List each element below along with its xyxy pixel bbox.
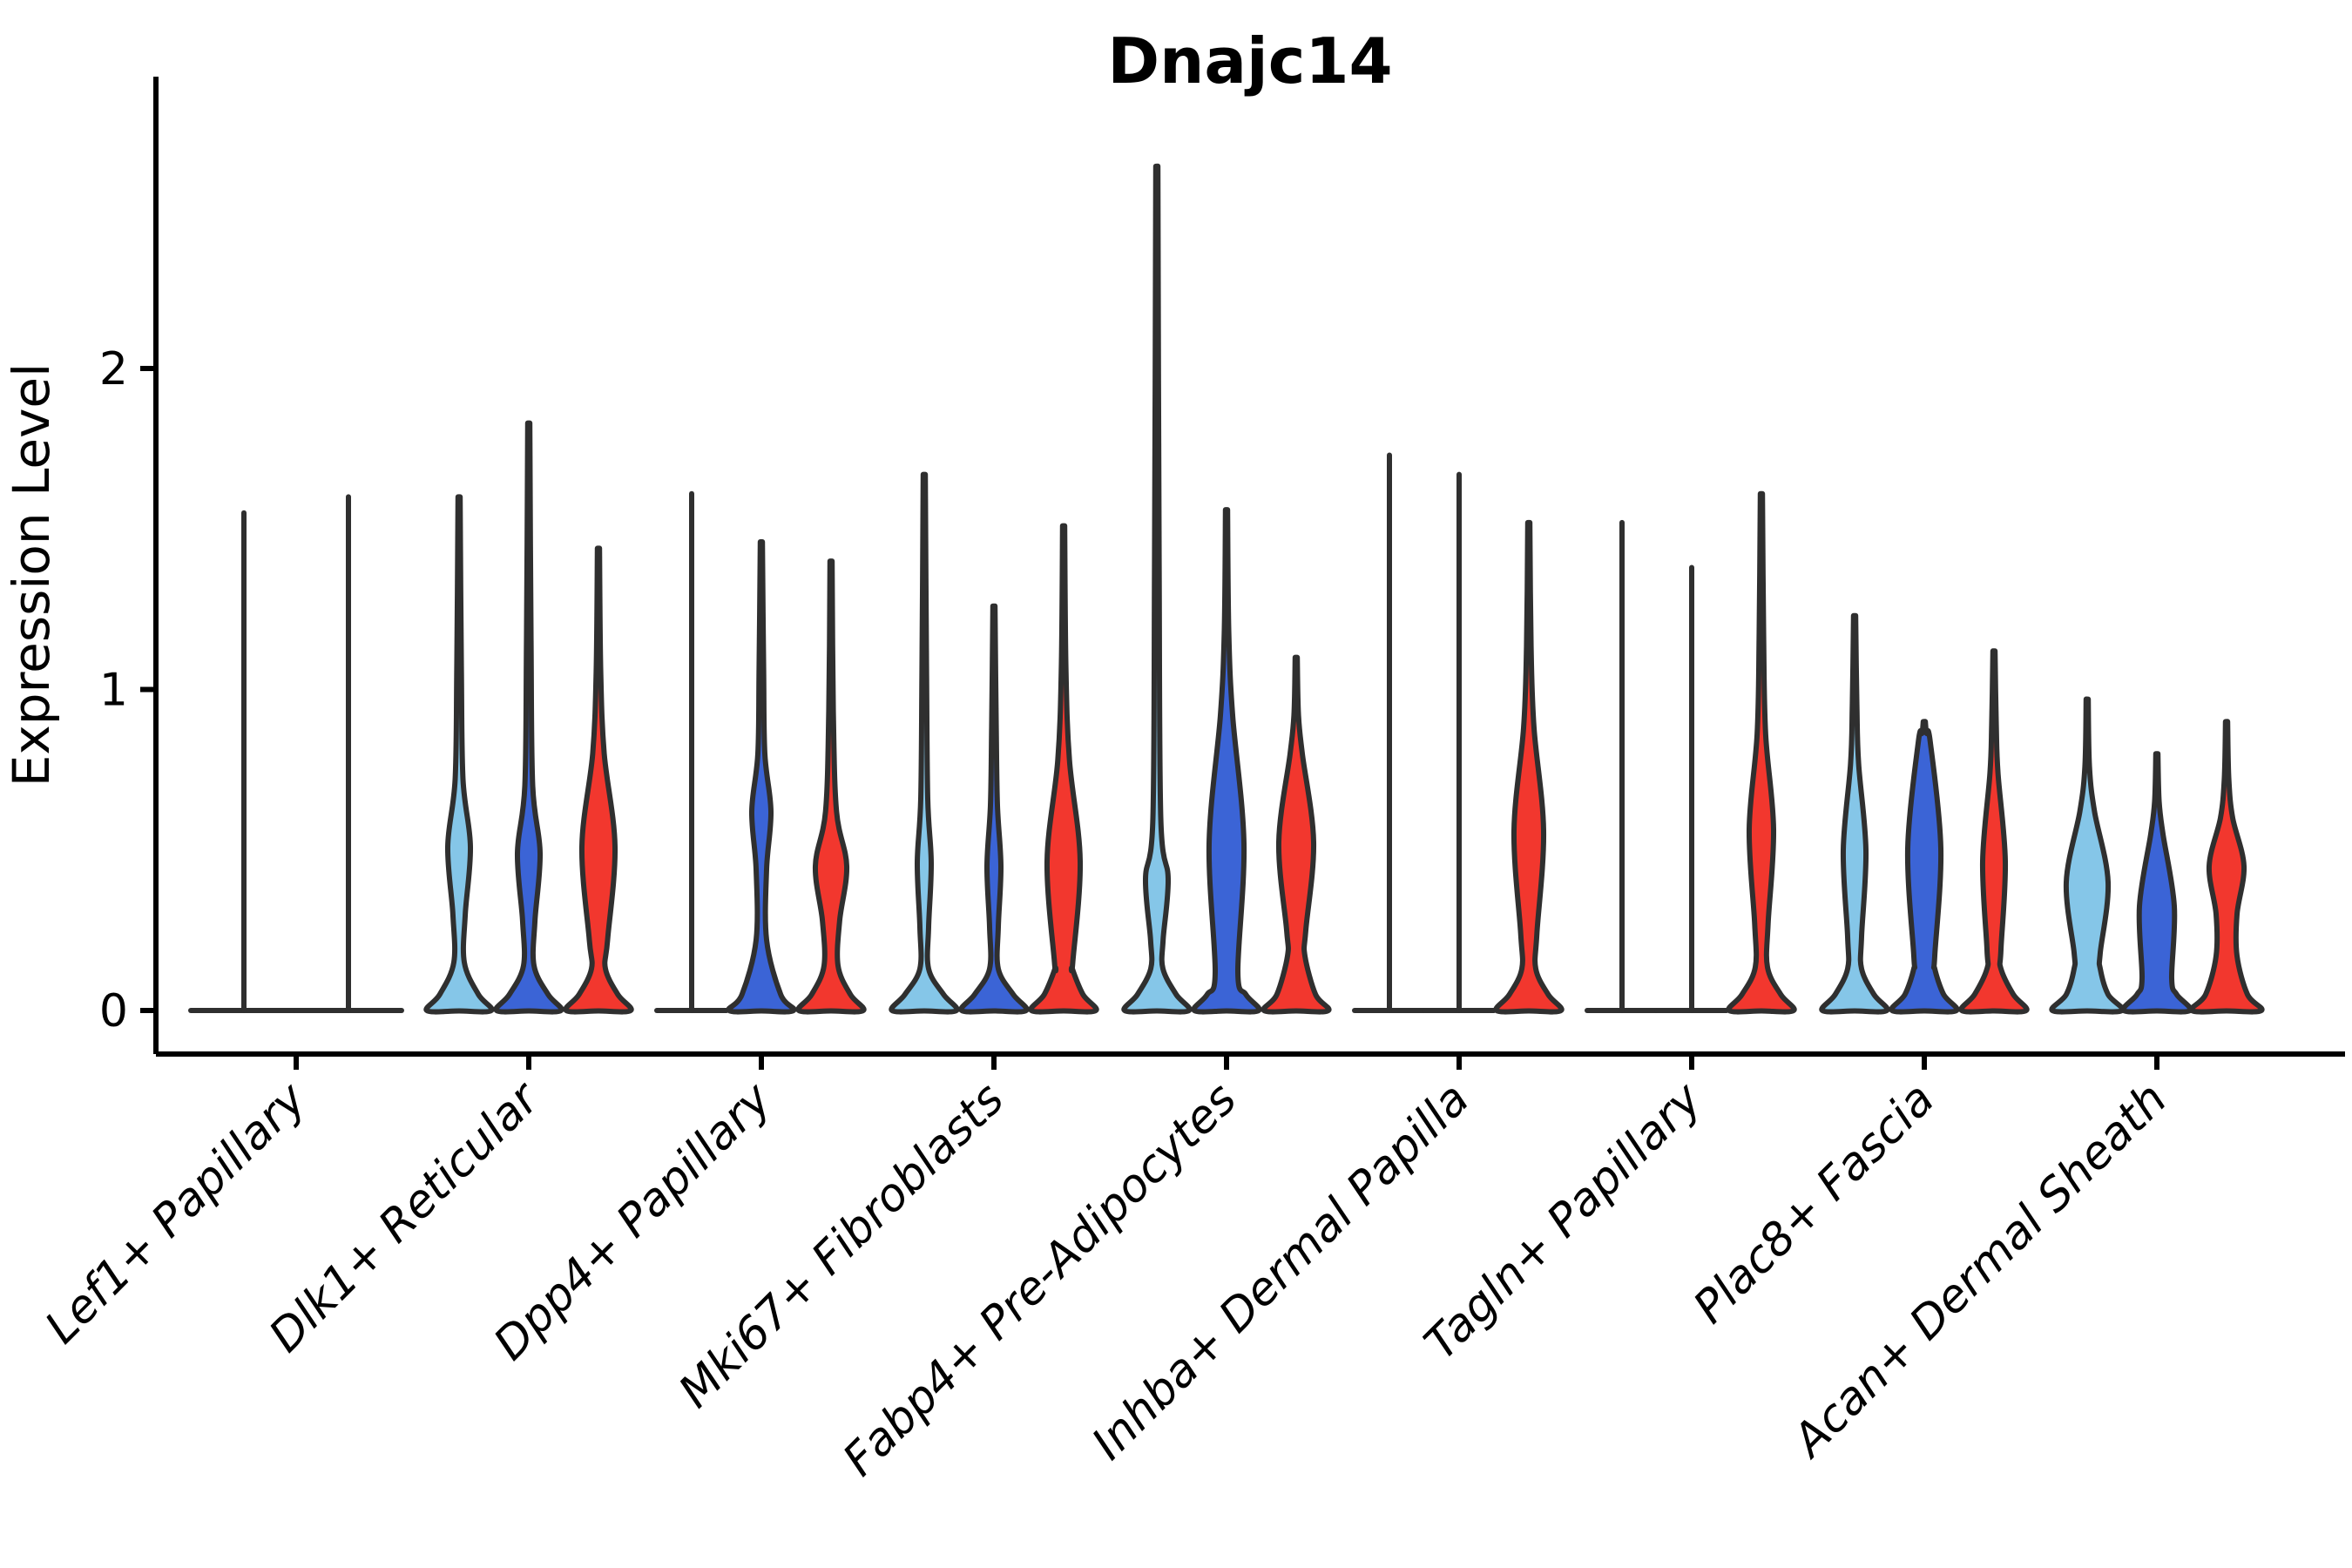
chart-title: Dnajc14 [1107,24,1392,98]
axes-layer [140,77,2345,1070]
y-tick-label: 0 [99,985,128,1037]
violin-shape [1889,719,1960,1015]
violin-shape [493,420,564,1015]
violin-shape [958,603,1030,1015]
violin-shape [889,471,960,1015]
violin-shape [1958,648,2030,1015]
violin-shape [563,545,634,1015]
violin-shape [2049,696,2126,1015]
violin-shape [1191,507,1262,1015]
x-tick-label: Inhba+ Dermal Papilla [1082,1073,1479,1470]
x-tick-label: Fabp4+ Pre-Adipocytes [834,1073,1247,1487]
y-axis-title: Expression Level [2,363,61,787]
violin-shape [1819,612,1890,1015]
violin-shape [1260,654,1332,1015]
violin-shape [1726,490,1797,1015]
violin-shape [1121,163,1193,1015]
y-tick-label: 1 [99,665,128,717]
violin-shape [1493,519,1565,1015]
violin-shape [1028,523,1099,1015]
violins-layer [188,163,2265,1015]
violin-shape [726,538,797,1015]
violin-shape [795,558,867,1015]
violin-shape [2120,751,2193,1015]
x-tick-label: Plac8+ Fascia [1684,1073,1944,1334]
violin-shape [423,494,495,1015]
x-tick-label: Acan+ Dermal Sheath [1781,1073,2177,1469]
y-tick-label: 2 [99,343,128,395]
violin-shape [2188,719,2265,1015]
